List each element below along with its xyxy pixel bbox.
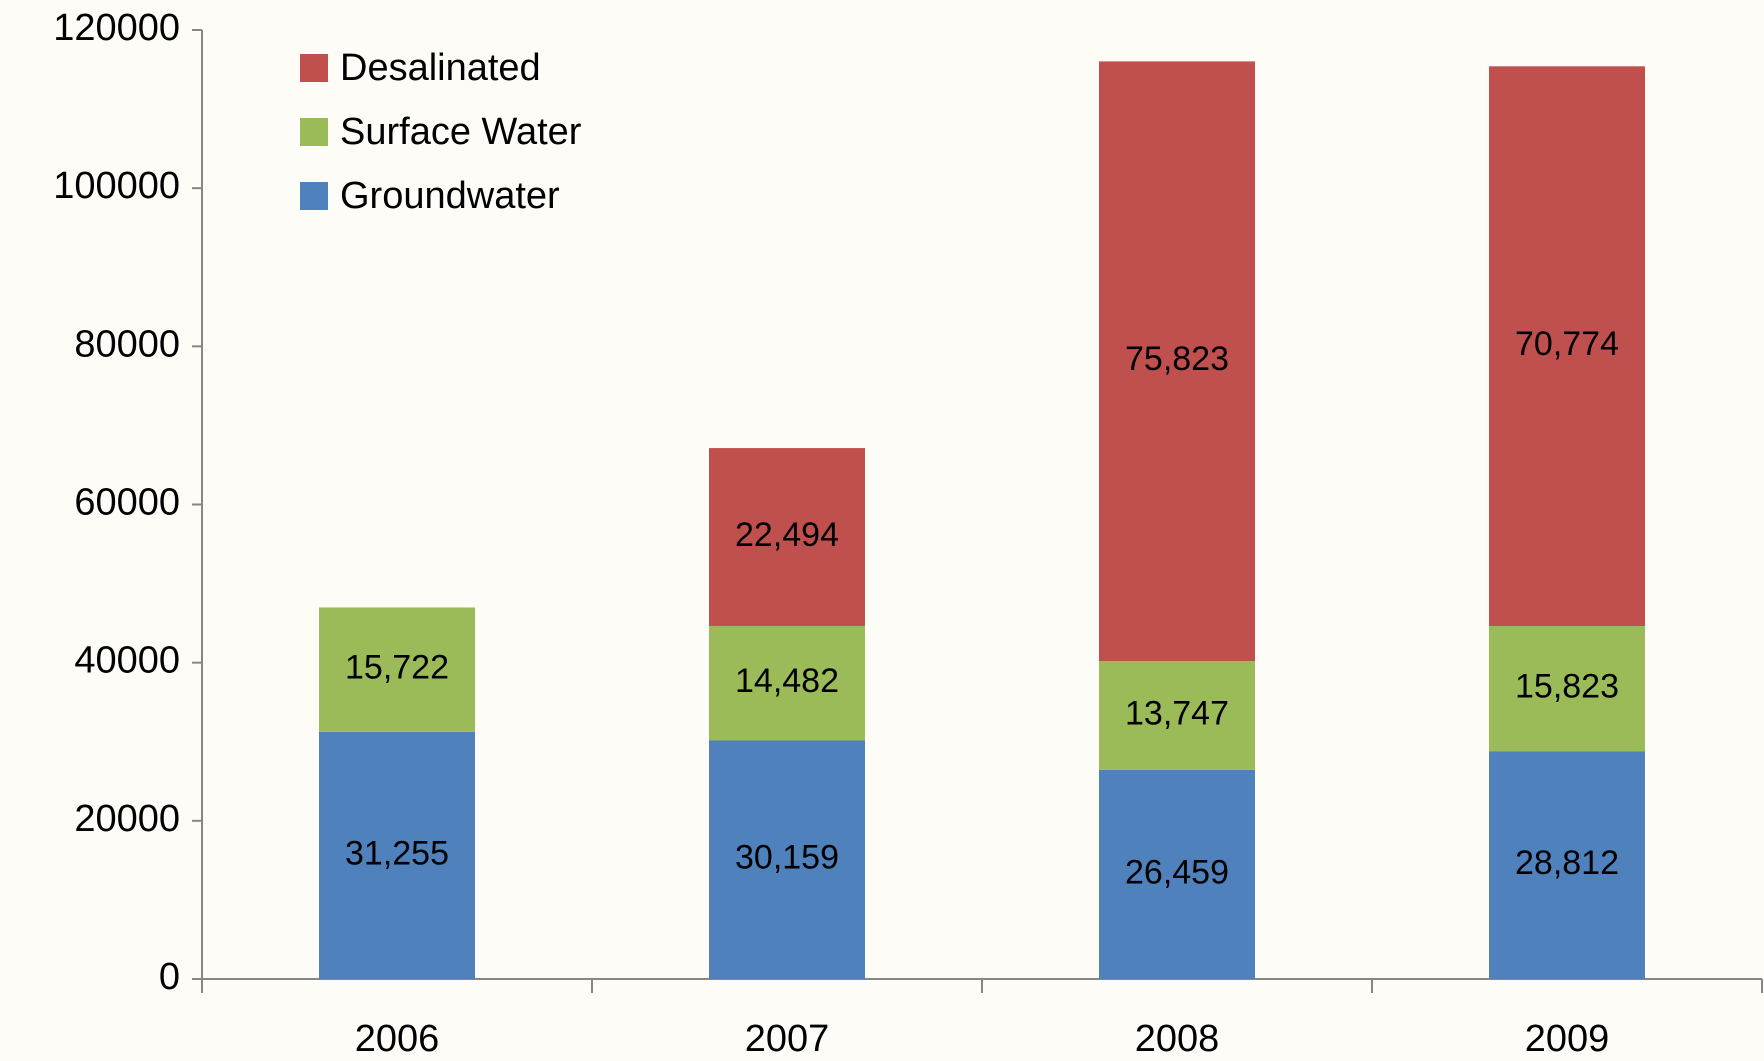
legend-swatch xyxy=(300,182,328,210)
y-tick-label: 20000 xyxy=(74,798,180,840)
x-tick-label: 2008 xyxy=(1135,1018,1220,1060)
data-label: 15,823 xyxy=(1515,668,1619,706)
legend-label: Desalinated xyxy=(340,47,541,89)
bar-segment xyxy=(1489,66,1645,627)
bar-segment xyxy=(1489,751,1645,979)
bar-segment xyxy=(1489,626,1645,752)
data-label: 70,774 xyxy=(1515,325,1619,363)
data-label: 13,747 xyxy=(1125,694,1229,732)
data-label: 31,255 xyxy=(345,834,449,872)
x-tick-label: 2007 xyxy=(745,1018,830,1060)
y-tick-label: 100000 xyxy=(53,165,180,207)
data-label: 30,159 xyxy=(735,839,839,877)
data-label: 75,823 xyxy=(1125,340,1229,378)
x-tick-label: 2006 xyxy=(355,1018,440,1060)
legend-swatch xyxy=(300,118,328,146)
bar-segment xyxy=(709,625,865,741)
legend-label: Groundwater xyxy=(340,175,560,217)
y-tick-label: 0 xyxy=(159,956,180,998)
data-label: 22,494 xyxy=(735,516,839,554)
data-label: 15,722 xyxy=(345,649,449,687)
bar-segment xyxy=(709,740,865,979)
y-tick-label: 40000 xyxy=(74,640,180,682)
data-label: 14,482 xyxy=(735,662,839,700)
bar-segment xyxy=(709,448,865,626)
bar-segment xyxy=(1099,61,1255,662)
bar-segment xyxy=(319,607,475,732)
y-tick-label: 80000 xyxy=(74,323,180,365)
bar-segment xyxy=(1099,661,1255,770)
legend-swatch xyxy=(300,54,328,82)
data-label: 28,812 xyxy=(1515,844,1619,882)
legend-label: Surface Water xyxy=(340,111,582,153)
data-label: 26,459 xyxy=(1125,853,1229,891)
x-tick-label: 2009 xyxy=(1525,1018,1610,1060)
y-tick-label: 60000 xyxy=(74,482,180,524)
y-tick-label: 120000 xyxy=(53,7,180,49)
bar-segment xyxy=(319,731,475,979)
bar-segment xyxy=(1099,769,1255,979)
